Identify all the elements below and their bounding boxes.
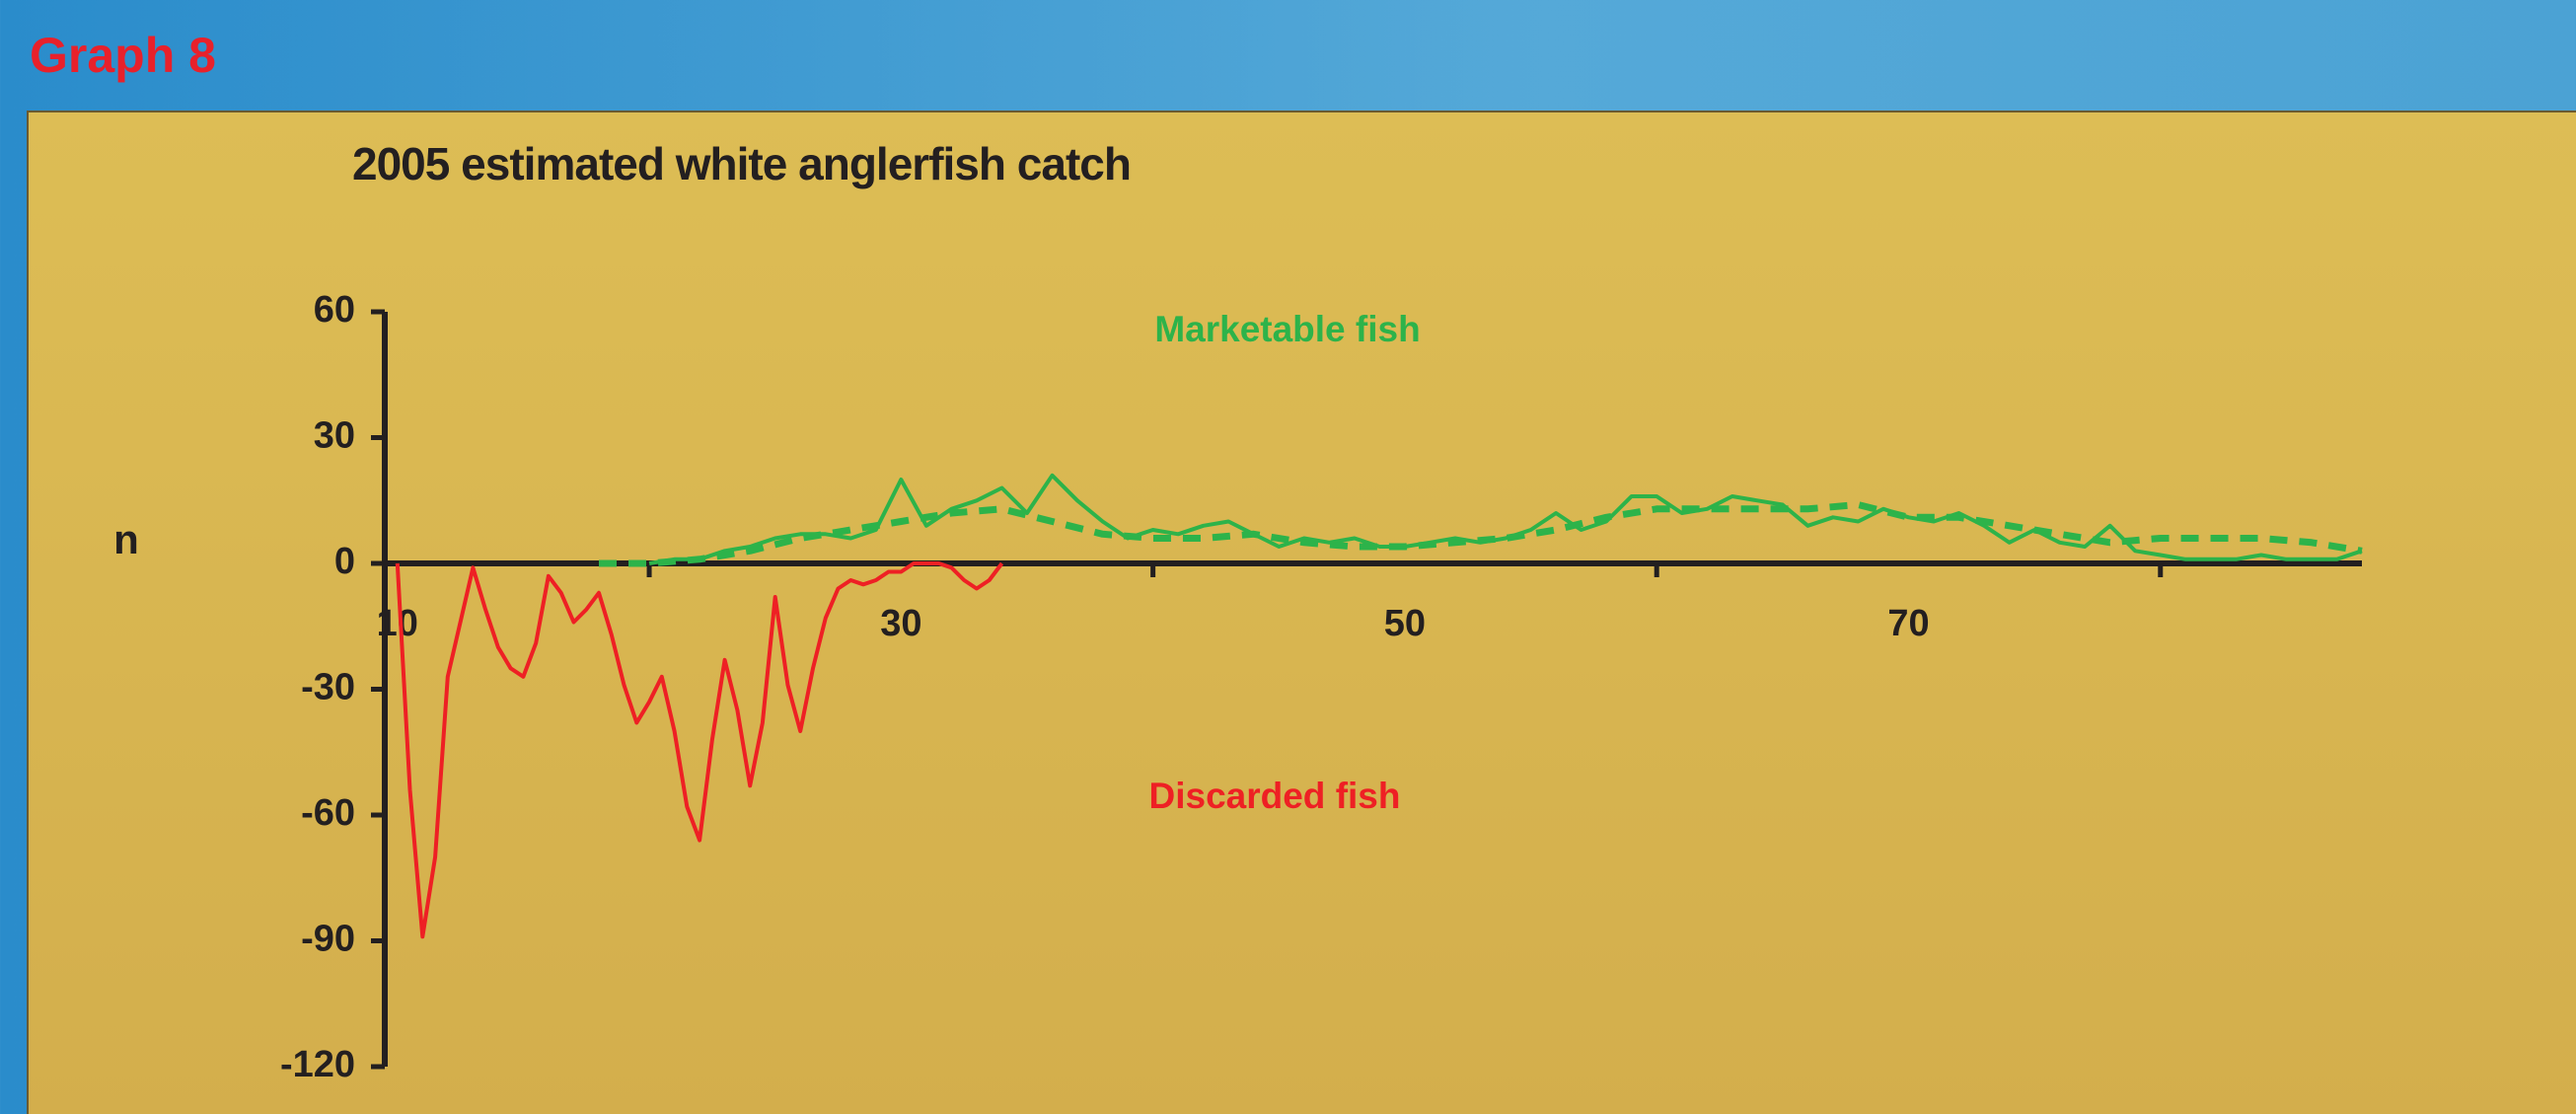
y-tick-label: 60 — [314, 289, 355, 331]
trend-line — [599, 501, 2363, 567]
y-axis-label: n — [113, 516, 139, 562]
series-annotation: Marketable fish — [1154, 309, 1420, 349]
y-tick-label: -60 — [301, 792, 355, 834]
chart-title: 2005 estimated white anglerfish catch — [352, 138, 1132, 189]
x-tick-label: 70 — [1887, 603, 1929, 644]
y-tick-label: 30 — [314, 415, 355, 457]
series-line — [648, 473, 2363, 565]
x-tick-label: 50 — [1384, 603, 1426, 644]
series-annotation: Discarded fish — [1149, 776, 1401, 816]
page-label: Graph 8 — [30, 28, 216, 83]
x-tick-label: 30 — [880, 603, 921, 644]
chart-panel — [27, 111, 2576, 1114]
y-tick-label: 0 — [334, 541, 355, 582]
series-line — [395, 561, 1004, 939]
y-tick-label: -120 — [280, 1044, 355, 1085]
y-tick-label: -30 — [301, 667, 355, 708]
y-tick-label: -90 — [301, 919, 355, 960]
x-tick-label: 10 — [377, 603, 418, 644]
